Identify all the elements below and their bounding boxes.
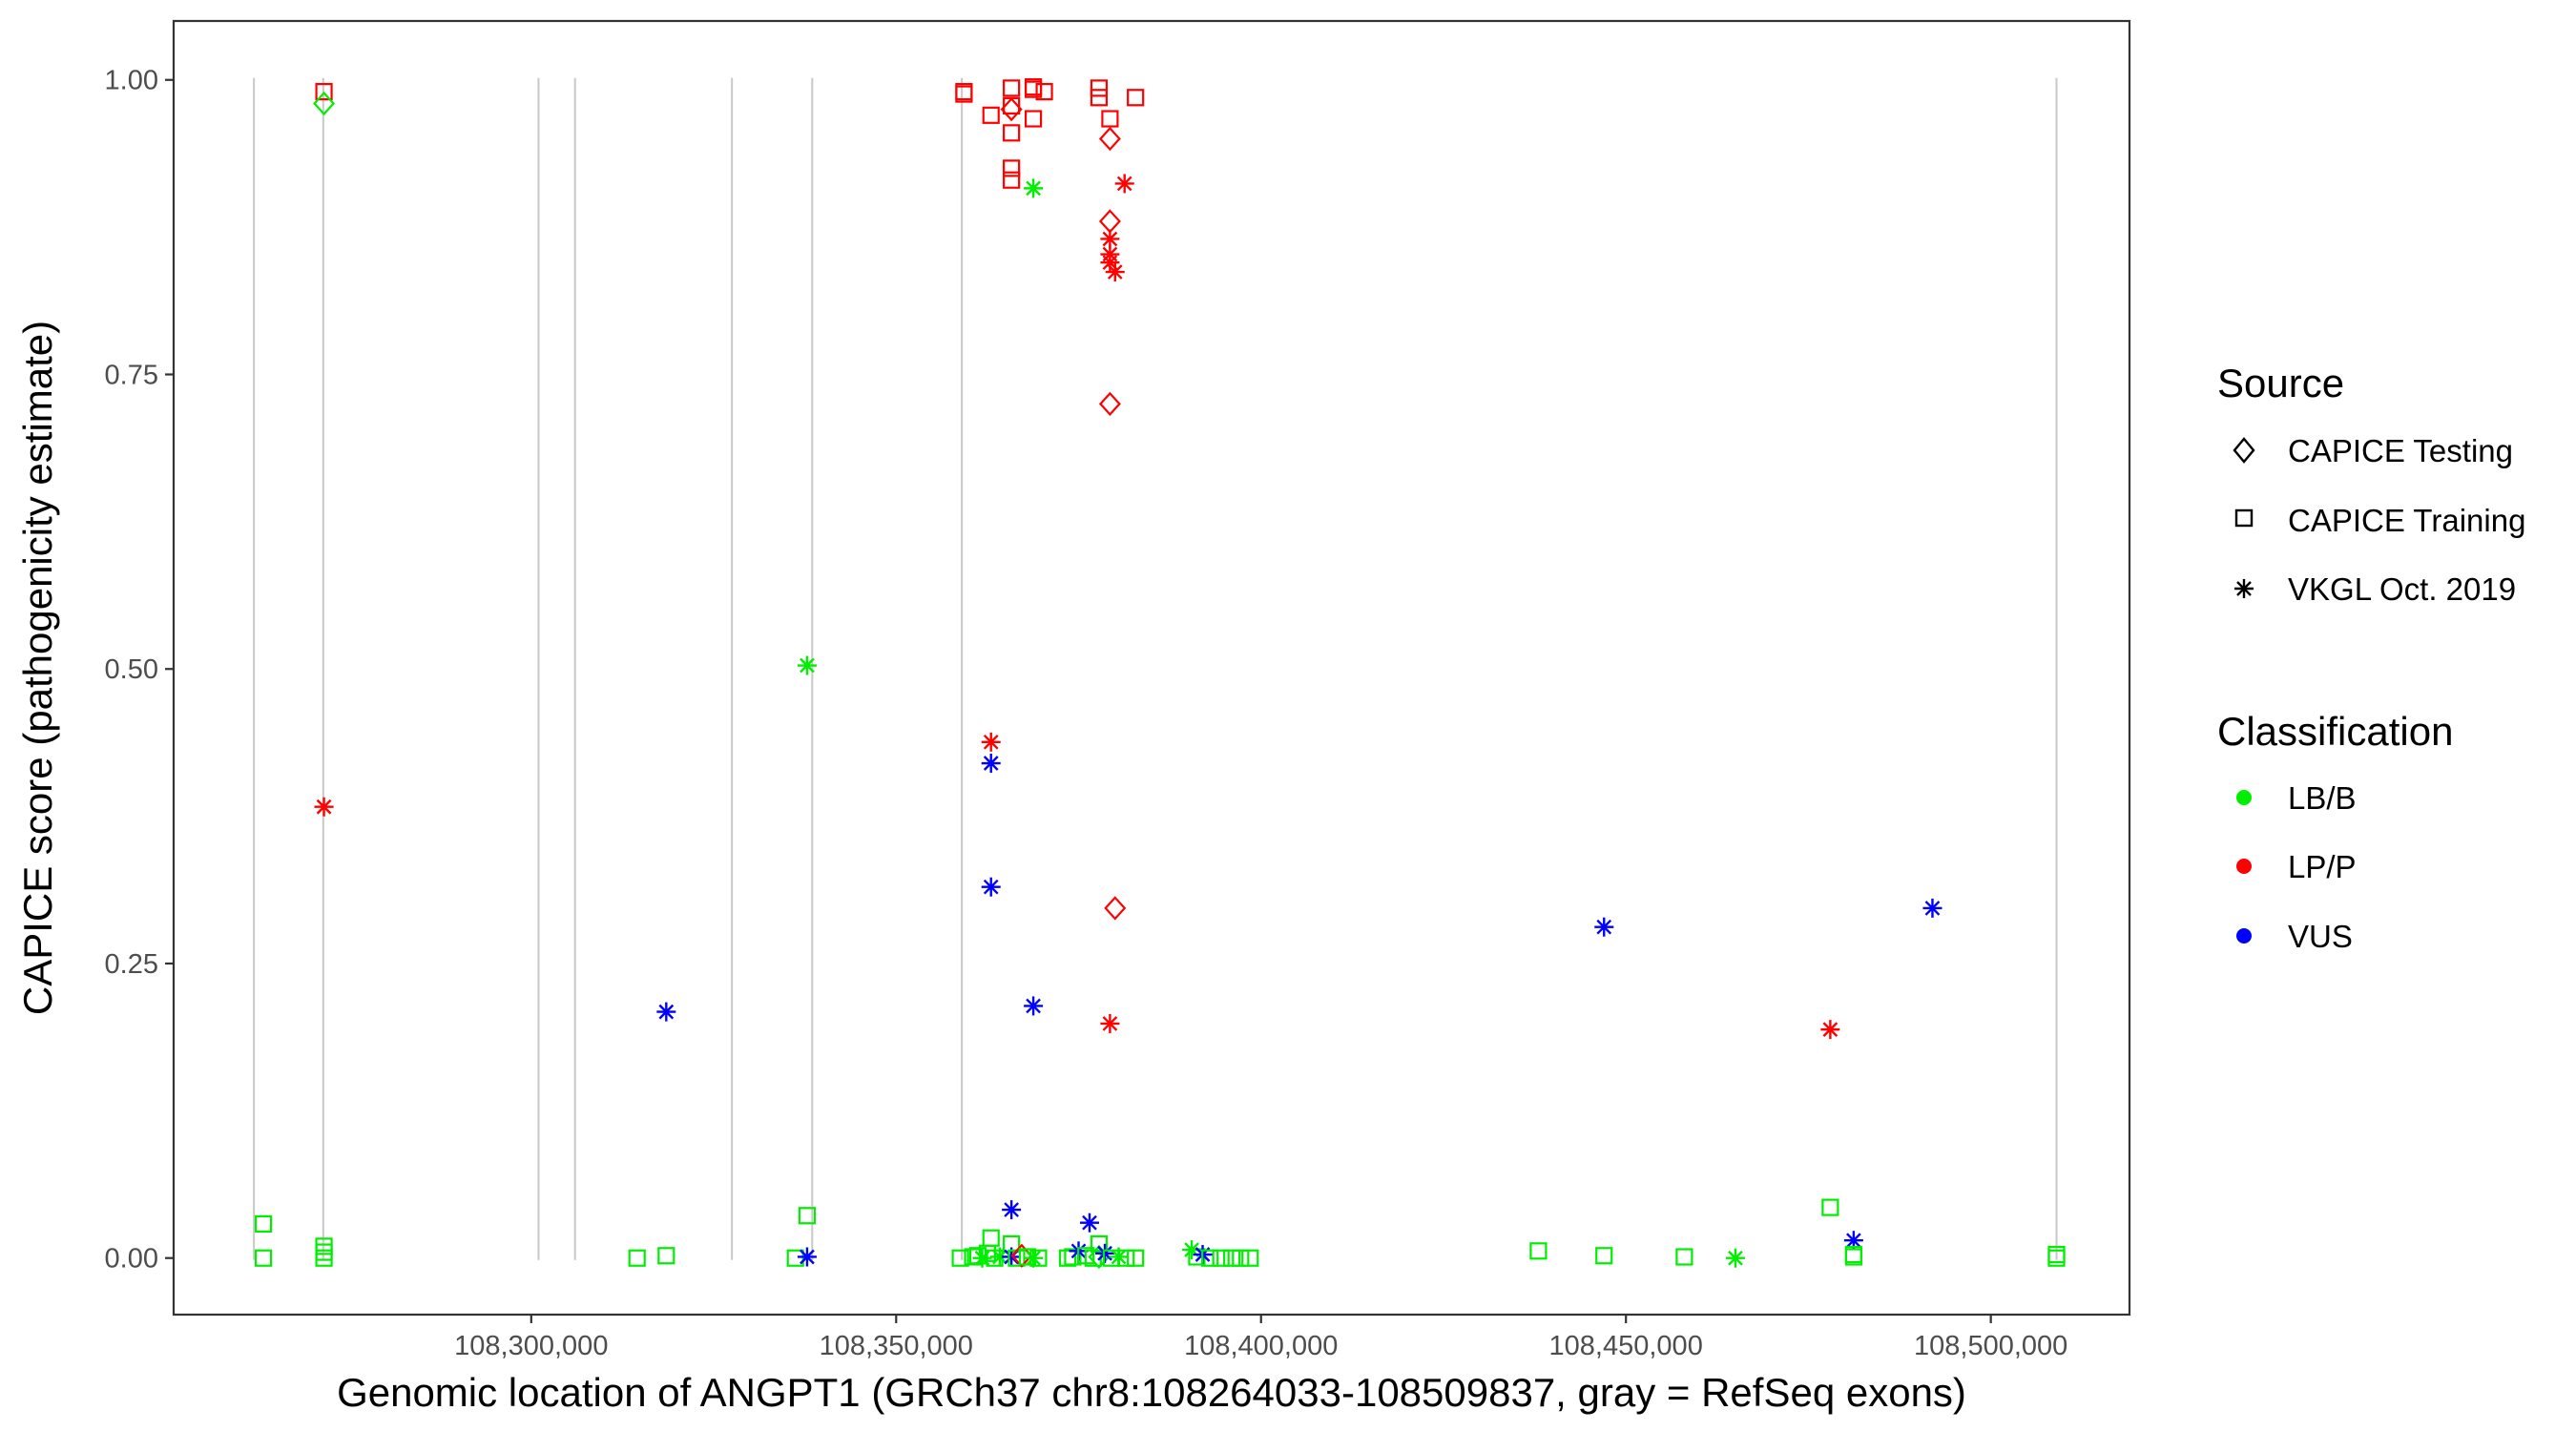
y-tick-label: 0.50 [105,654,158,685]
point-vkgl [1594,917,1614,937]
point-capice-training [1003,79,1021,97]
point-vkgl [797,1247,817,1267]
y-tick-label: 0.00 [105,1244,158,1275]
point-vkgl [1100,1013,1120,1033]
point-vkgl [1024,996,1044,1016]
plot-panel-border [172,19,2131,1317]
point-vkgl [1079,1213,1099,1233]
point-vkgl [656,1002,676,1022]
point-capice-training [254,1249,273,1267]
point-vkgl [1024,178,1044,198]
point-capice-training [1024,80,1043,98]
point-capice-training [254,1214,273,1234]
point-capice-training [1090,89,1109,107]
point-vkgl [981,877,1001,897]
legend-source-label: CAPICE Testing [2288,433,2513,468]
point-capice-training [951,1249,969,1267]
point-capice-training [1844,1248,1862,1266]
point-vkgl [1095,1243,1115,1263]
x-axis: 108,300,000 108,350,000 108,400,000 108,450… [454,1315,2067,1361]
point-capice-training [1675,1248,1693,1266]
point-vkgl [797,655,817,675]
point-capice-training [1232,1249,1250,1267]
x-axis-title: Genomic location of ANGPT1 (GRCh37 chr8:… [337,1370,1966,1415]
point-capice-training [1029,1249,1048,1267]
legend-classification-title: Classification [2217,709,2453,754]
point-capice-training [1090,79,1109,97]
point-capice-training [786,1249,804,1267]
point-capice-training [1064,1248,1082,1266]
legend-source-title: Source [2217,361,2344,405]
point-capice-training [1127,89,1145,107]
legend-star-icon [2234,579,2254,598]
x-tick-label: 108,300,000 [454,1331,608,1361]
point-capice-training [1117,1249,1135,1267]
point-capice-training [1212,1249,1230,1267]
point-capice-training [1241,1249,1259,1267]
point-capice-training [657,1247,675,1265]
point-capice-testing [1098,126,1121,152]
point-vkgl [1922,898,1942,918]
point-capice-training [1821,1198,1839,1216]
y-tick-label: 0.25 [105,949,158,980]
x-tick-label: 108,450,000 [1549,1331,1703,1361]
legend-square-icon [2234,508,2254,528]
y-tick-label: 0.75 [105,360,158,390]
point-capice-training [628,1249,646,1267]
y-axis-title: CAPICE score (pathogenicity estimate) [15,321,60,1015]
legend-vus-swatch [2236,928,2252,944]
point-vkgl [1105,262,1125,282]
legend-diamond-icon [2233,437,2255,464]
legend-source-label: VKGL Oct. 2019 [2288,571,2516,607]
point-capice-training [955,85,973,103]
point-capice-training [1003,124,1021,142]
point-capice-training [1090,1234,1109,1254]
point-capice-testing [1000,96,1023,122]
x-tick-label: 108,350,000 [820,1331,973,1361]
y-tick-label: 1.00 [105,66,158,96]
point-capice-training [1035,82,1053,101]
point-vkgl [1725,1248,1745,1268]
point-capice-training [1058,1249,1077,1267]
y-axis: 0.00 0.25 0.50 0.75 1.00 [105,66,174,1275]
point-capice-training [2047,1249,2066,1267]
point-vkgl [1820,1020,1840,1040]
legend-lbb-swatch [2236,790,2252,805]
legend: Source CAPICE Testing CAPICE Training VK… [2217,361,2525,954]
point-capice-training [1127,1249,1145,1267]
x-tick-label: 108,400,000 [1184,1331,1338,1361]
point-vkgl [1024,1248,1044,1268]
point-capice-testing [1098,391,1121,417]
data-points [254,78,2066,1270]
legend-classification-label: LB/B [2288,780,2357,816]
legend-classification-label: LP/P [2288,849,2357,884]
point-capice-training [1223,1249,1241,1267]
point-vkgl [314,797,334,817]
point-capice-testing [1104,896,1127,921]
x-tick-label: 108,500,000 [1914,1331,2067,1361]
point-capice-training [1201,1249,1219,1267]
point-vkgl [981,754,1001,774]
point-capice-training [1024,110,1043,128]
point-capice-training [1003,159,1021,177]
legend-source-label: CAPICE Training [2288,503,2525,538]
point-capice-training [1529,1242,1548,1260]
point-vkgl [1002,1200,1022,1220]
point-vkgl [981,732,1001,752]
legend-lpp-swatch [2236,859,2252,874]
point-capice-training [315,82,333,101]
point-capice-training [1101,110,1119,128]
point-capice-training [1595,1247,1613,1265]
point-capice-training [982,106,1000,124]
point-capice-training [315,1249,333,1267]
point-capice-training [1003,171,1021,189]
point-capice-testing [313,91,336,116]
point-capice-training [798,1207,817,1225]
legend-classification-label: VUS [2288,919,2353,954]
point-vkgl [1114,174,1134,194]
